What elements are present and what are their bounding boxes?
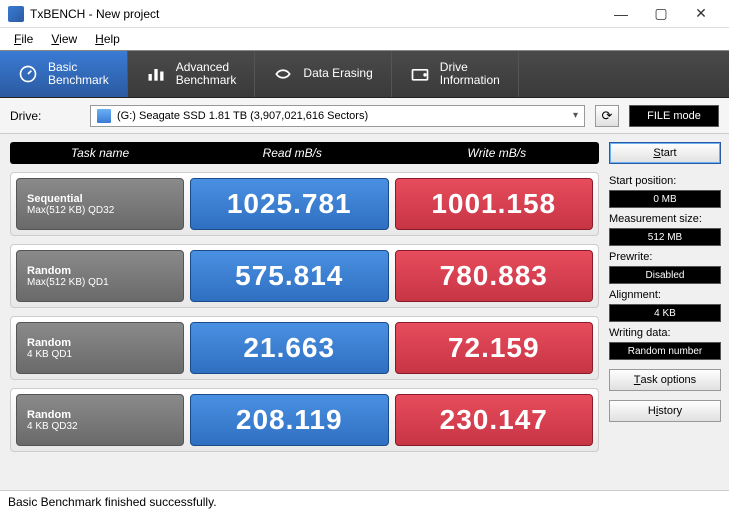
refresh-icon: ⟳	[602, 108, 613, 124]
main-content: Task name Read mB/s Write mB/s Sequentia…	[0, 134, 729, 490]
task-name: Random	[27, 409, 173, 421]
tab-advanced-benchmark[interactable]: AdvancedBenchmark	[128, 51, 256, 97]
read-value: 1025.781	[190, 178, 389, 230]
task-name: Sequential	[27, 193, 173, 205]
drive-selected-text: (G:) Seagate SSD 1.81 TB (3,907,021,616 …	[117, 110, 368, 122]
close-button[interactable]: ✕	[681, 0, 721, 28]
maximize-button[interactable]: ▢	[641, 0, 681, 28]
task-cell: Random4 KB QD32	[16, 394, 184, 446]
write-value: 1001.158	[395, 178, 594, 230]
read-value: 21.663	[190, 322, 389, 374]
task-sub: 4 KB QD32	[27, 421, 173, 432]
read-value: 208.119	[190, 394, 389, 446]
tab-label: DriveInformation	[440, 61, 500, 87]
benchmark-row: SequentialMax(512 KB) QD321025.7811001.1…	[10, 172, 599, 236]
read-value: 575.814	[190, 250, 389, 302]
file-mode-button[interactable]: FILE mode	[629, 105, 719, 127]
task-name: Random	[27, 337, 173, 349]
header-task: Task name	[10, 146, 190, 160]
start-position-value[interactable]: 0 MB	[609, 190, 721, 208]
chevron-down-icon: ▾	[573, 110, 578, 121]
drive-select[interactable]: (G:) Seagate SSD 1.81 TB (3,907,021,616 …	[90, 105, 585, 127]
start-position-label: Start position:	[609, 175, 721, 187]
bars-icon	[146, 64, 166, 84]
header-read: Read mB/s	[190, 146, 395, 160]
writing-data-value[interactable]: Random number	[609, 342, 721, 360]
tab-label: Data Erasing	[303, 67, 372, 80]
gauge-icon	[18, 64, 38, 84]
refresh-button[interactable]: ⟳	[595, 105, 619, 127]
disk-icon	[97, 109, 111, 123]
tab-data-erasing[interactable]: Data Erasing	[255, 51, 391, 97]
task-sub: Max(512 KB) QD1	[27, 277, 173, 288]
tab-label: BasicBenchmark	[48, 61, 109, 87]
tab-drive-information[interactable]: DriveInformation	[392, 51, 519, 97]
menu-file[interactable]: File	[6, 30, 41, 48]
history-button[interactable]: History	[609, 400, 721, 422]
tab-label: AdvancedBenchmark	[176, 61, 237, 87]
menu-help[interactable]: Help	[87, 30, 128, 48]
task-sub: Max(512 KB) QD32	[27, 205, 173, 216]
app-icon	[8, 6, 24, 22]
drive-label: Drive:	[10, 109, 80, 123]
prewrite-label: Prewrite:	[609, 251, 721, 263]
task-cell: Random4 KB QD1	[16, 322, 184, 374]
status-text: Basic Benchmark finished successfully.	[8, 495, 217, 509]
menu-bar: File View Help	[0, 28, 729, 50]
write-value: 780.883	[395, 250, 594, 302]
menu-view[interactable]: View	[43, 30, 85, 48]
task-name: Random	[27, 265, 173, 277]
header-write: Write mB/s	[395, 146, 600, 160]
drive-icon	[410, 64, 430, 84]
benchmark-row: RandomMax(512 KB) QD1575.814780.883	[10, 244, 599, 308]
settings-sidebar: Start Start position: 0 MB Measurement s…	[609, 134, 729, 490]
task-cell: SequentialMax(512 KB) QD32	[16, 178, 184, 230]
task-sub: 4 KB QD1	[27, 349, 173, 360]
write-value: 230.147	[395, 394, 594, 446]
tab-basic-benchmark[interactable]: BasicBenchmark	[0, 51, 128, 97]
writing-data-label: Writing data:	[609, 327, 721, 339]
drive-bar: Drive: (G:) Seagate SSD 1.81 TB (3,907,0…	[0, 98, 729, 134]
task-options-button[interactable]: Task options	[609, 369, 721, 391]
tab-bar: BasicBenchmark AdvancedBenchmark Data Er…	[0, 50, 729, 98]
measurement-size-label: Measurement size:	[609, 213, 721, 225]
write-value: 72.159	[395, 322, 594, 374]
start-button[interactable]: Start	[609, 142, 721, 164]
alignment-label: Alignment:	[609, 289, 721, 301]
status-bar: Basic Benchmark finished successfully.	[0, 490, 729, 512]
task-cell: RandomMax(512 KB) QD1	[16, 250, 184, 302]
benchmark-row: Random4 KB QD32208.119230.147	[10, 388, 599, 452]
prewrite-value[interactable]: Disabled	[609, 266, 721, 284]
alignment-value[interactable]: 4 KB	[609, 304, 721, 322]
erase-icon	[273, 64, 293, 84]
minimize-button[interactable]: —	[601, 0, 641, 28]
results-panel: Task name Read mB/s Write mB/s Sequentia…	[0, 134, 609, 490]
title-bar: TxBENCH - New project — ▢ ✕	[0, 0, 729, 28]
window-title: TxBENCH - New project	[30, 7, 601, 21]
benchmark-row: Random4 KB QD121.66372.159	[10, 316, 599, 380]
measurement-size-value[interactable]: 512 MB	[609, 228, 721, 246]
results-header: Task name Read mB/s Write mB/s	[10, 142, 599, 164]
